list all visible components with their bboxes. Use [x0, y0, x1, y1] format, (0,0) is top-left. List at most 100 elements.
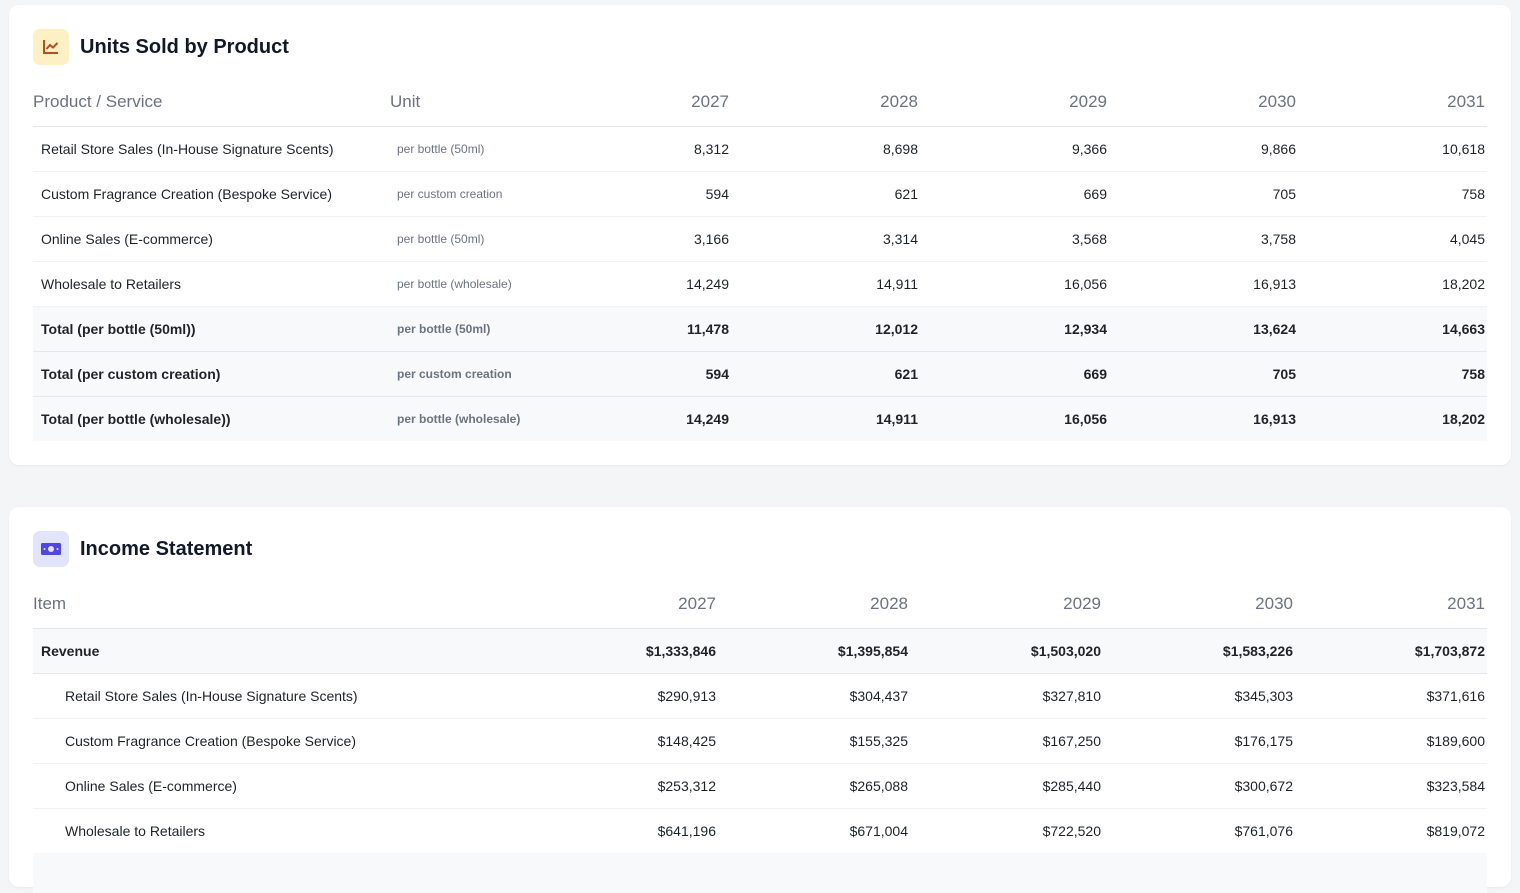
unit-cell: per bottle (50ml) [390, 216, 542, 262]
money-icon [41, 543, 61, 555]
value-cell: $1,583,226 [1103, 628, 1295, 674]
row-label: Wholesale to Retailers [33, 808, 526, 854]
page-body: {"units":{"title":"Units Sold by Product… [9, 5, 1511, 887]
value-cell: $1,703,872 [1295, 628, 1487, 674]
column-header: 2030 [1103, 580, 1295, 629]
value-cell: 14,663 [1298, 306, 1487, 352]
row-label: Total (per bottle (wholesale)) [33, 396, 390, 441]
total-row: Revenue $1,333,846 $1,395,854 $1,503,020 $1,… [33, 628, 1487, 674]
units-card: Units Sold by Product Product / Service U… [9, 5, 1511, 465]
row-label: Custom Fragrance Creation (Bespoke Servi… [33, 718, 526, 764]
value-cell: $300,672 [1103, 763, 1295, 809]
value-cell: 669 [920, 351, 1109, 397]
value-cell: $371,616 [1295, 673, 1487, 719]
unit-cell: per bottle (50ml) [390, 126, 542, 172]
value-cell: 11,478 [542, 306, 731, 352]
value-cell: $285,440 [910, 763, 1103, 809]
value-cell: 594 [542, 351, 731, 397]
value-cell: 3,314 [731, 216, 920, 262]
row-label: Custom Fragrance Creation (Bespoke Servi… [33, 171, 390, 217]
value-cell: 9,866 [1109, 126, 1298, 172]
column-header: 2027 [542, 78, 731, 127]
value-cell: $722,520 [910, 808, 1103, 854]
value-cell: $253,312 [526, 763, 718, 809]
total-row: Total (per bottle (50ml)) per bottle (50m… [33, 306, 1487, 352]
unit-cell: per bottle (wholesale) [390, 396, 542, 441]
units-table: Product / Service Unit 2027 2028 2029 2030 203… [33, 78, 1487, 441]
value-cell: 10,618 [1298, 126, 1487, 172]
value-cell: 758 [1298, 171, 1487, 217]
page: html,body{margin:0;padding:0;} body{widt… [9, 5, 1511, 887]
units-icon [33, 29, 69, 65]
value-cell: 13,624 [1109, 306, 1298, 352]
column-header: Item [33, 580, 526, 629]
value-cell: 14,249 [542, 396, 731, 441]
row-label: Wholesale to Retailers [33, 261, 390, 307]
units-title: Units Sold by Product [80, 35, 289, 58]
data-row: Custom Fragrance Creation (Bespoke Servi… [33, 718, 1487, 764]
value-cell: 14,911 [731, 261, 920, 307]
value-cell: $345,303 [1103, 673, 1295, 719]
header-row: Item 2027 2028 2029 2030 2031 [33, 580, 1487, 629]
row-label: Total (per bottle (50ml)) [33, 306, 390, 352]
column-header: Unit [390, 78, 542, 127]
value-cell: $304,437 [718, 673, 910, 719]
value-cell: $761,076 [1103, 808, 1295, 854]
data-row: Online Sales (E-commerce) per bottle (50m… [33, 216, 1487, 262]
data-row: Wholesale to Retailers per bottle (wholes… [33, 261, 1487, 307]
data-row: Retail Store Sales (In-House Signature S… [33, 673, 1487, 719]
value-cell: 14,249 [542, 261, 731, 307]
column-header: 2028 [718, 580, 910, 629]
row-label: Revenue [33, 628, 526, 674]
column-header: 2030 [1109, 78, 1298, 127]
value-cell: 705 [1109, 351, 1298, 397]
next-row [33, 853, 1487, 893]
data-row: Retail Store Sales (In-House Signature S… [33, 126, 1487, 172]
unit-cell: per bottle (50ml) [390, 306, 542, 352]
value-cell: 594 [542, 171, 731, 217]
row-label: Total (per custom creation) [33, 351, 390, 397]
row-label: Online Sales (E-commerce) [33, 216, 390, 262]
value-cell: 14,911 [731, 396, 920, 441]
value-cell: 18,202 [1298, 396, 1487, 441]
value-cell: $148,425 [526, 718, 718, 764]
value-cell: 16,056 [920, 261, 1109, 307]
value-cell: $671,004 [718, 808, 910, 854]
column-header: Product / Service [33, 78, 390, 127]
column-header: 2027 [526, 580, 718, 629]
value-cell: 12,934 [920, 306, 1109, 352]
value-cell: 3,758 [1109, 216, 1298, 262]
header-row: Product / Service Unit 2027 2028 2029 2030 203… [33, 78, 1487, 127]
value-cell: $189,600 [1295, 718, 1487, 764]
row-label: Online Sales (E-commerce) [33, 763, 526, 809]
value-cell: 16,913 [1109, 396, 1298, 441]
total-row: Total (per bottle (wholesale)) per bottle… [33, 396, 1487, 441]
value-cell: $327,810 [910, 673, 1103, 719]
value-cell: 8,312 [542, 126, 731, 172]
value-cell: 669 [920, 171, 1109, 217]
value-cell: $641,196 [526, 808, 718, 854]
row-label: Retail Store Sales (In-House Signature S… [33, 126, 390, 172]
value-cell: 16,056 [920, 396, 1109, 441]
value-cell: $176,175 [1103, 718, 1295, 764]
income-title: Income Statement [80, 537, 253, 560]
data-row: Wholesale to Retailers $641,196 $671,004 $7… [33, 808, 1487, 854]
unit-cell: per custom creation [390, 351, 542, 397]
value-cell: 9,366 [920, 126, 1109, 172]
value-cell: $290,913 [526, 673, 718, 719]
row-label: Retail Store Sales (In-House Signature S… [33, 673, 526, 719]
value-cell: 4,045 [1298, 216, 1487, 262]
unit-cell: per bottle (wholesale) [390, 261, 542, 307]
value-cell: 3,568 [920, 216, 1109, 262]
units-header: Units Sold by Product [33, 29, 289, 65]
income-header: Income Statement [33, 531, 252, 567]
income-icon [33, 531, 69, 567]
income-card: Income Statement Item 2027 2028 2029 2030 203… [9, 507, 1511, 893]
unit-cell: per custom creation [390, 171, 542, 217]
income-table: Item 2027 2028 2029 2030 2031 Revenue $1,333,84… [33, 580, 1487, 854]
column-header: 2031 [1298, 78, 1487, 127]
value-cell: 12,012 [731, 306, 920, 352]
column-header: 2029 [910, 580, 1103, 629]
value-cell: 705 [1109, 171, 1298, 217]
value-cell: $323,584 [1295, 763, 1487, 809]
